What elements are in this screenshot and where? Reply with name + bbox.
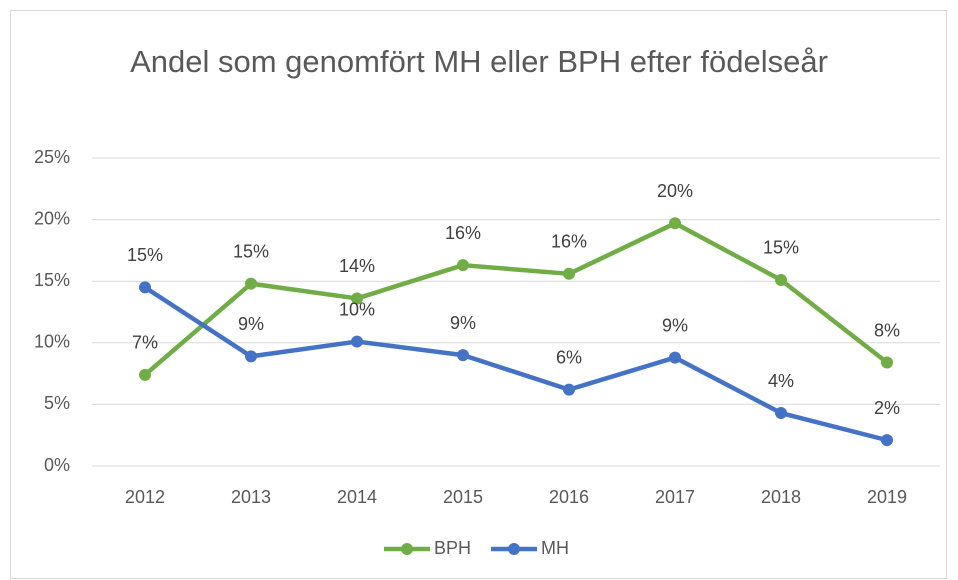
data-point: [139, 368, 151, 381]
data-point: [881, 434, 893, 447]
data-label: 15%: [233, 241, 269, 261]
data-label: 9%: [450, 313, 476, 333]
data-label: 7%: [132, 333, 158, 353]
data-label: 4%: [768, 371, 794, 391]
data-label: 20%: [657, 181, 693, 201]
data-point: [457, 259, 469, 272]
legend-marker: [401, 543, 413, 555]
data-point: [245, 277, 257, 290]
data-label: 16%: [551, 232, 587, 252]
y-tick-label: 5%: [44, 393, 70, 413]
x-tick-label: 2015: [443, 487, 483, 507]
x-tick-label: 2013: [231, 487, 271, 507]
data-label: 15%: [127, 245, 163, 265]
legend-marker: [508, 543, 521, 555]
y-tick-label: 0%: [44, 455, 70, 475]
data-point: [351, 292, 363, 305]
series-line: [143, 221, 889, 377]
data-point: [351, 335, 363, 348]
series-line: [143, 285, 888, 443]
data-point: [669, 217, 681, 230]
x-tick-label: 2016: [549, 487, 589, 507]
data-label: 6%: [556, 347, 582, 367]
data-label: 9%: [662, 315, 688, 335]
data-label: 14%: [339, 256, 375, 276]
data-point: [881, 356, 893, 369]
chart-frame: [10, 10, 947, 579]
x-tick-label: 2014: [337, 487, 377, 507]
y-tick-label: 25%: [34, 147, 70, 167]
chart-title: Andel som genomfört MH eller BPH efter f…: [130, 44, 828, 79]
y-tick-label: 20%: [34, 208, 70, 228]
y-tick-label: 15%: [34, 270, 70, 290]
data-point: [245, 350, 257, 363]
data-label: 15%: [763, 238, 799, 258]
legend-label: BPH: [434, 538, 471, 558]
x-tick-label: 2017: [655, 487, 695, 507]
legend-label: MH: [541, 538, 569, 558]
data-label: 16%: [445, 223, 481, 243]
data-point: [563, 267, 575, 280]
y-tick-label: 10%: [34, 332, 70, 352]
data-label: 8%: [874, 320, 900, 340]
x-tick-label: 2012: [125, 487, 165, 507]
data-point: [669, 351, 681, 364]
data-point: [563, 383, 575, 396]
data-label: 10%: [339, 299, 375, 319]
data-label: 2%: [874, 398, 900, 418]
x-tick-label: 2019: [867, 487, 907, 507]
data-point: [775, 273, 787, 286]
data-point: [457, 349, 469, 362]
data-point: [139, 281, 151, 294]
x-tick-label: 2018: [761, 487, 801, 507]
data-point: [775, 407, 787, 420]
data-label: 9%: [238, 314, 264, 334]
